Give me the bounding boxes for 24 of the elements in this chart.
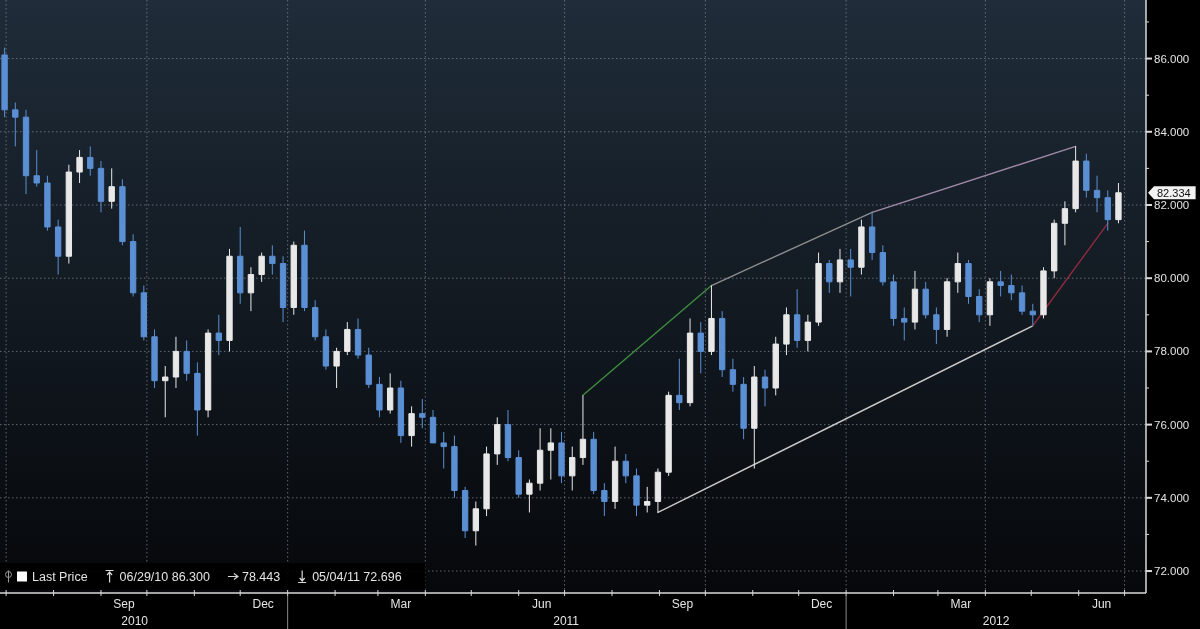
x-tick-label: Dec: [252, 597, 274, 611]
y-tick-label: 82.000: [1154, 198, 1190, 211]
y-tick-label: 76.000: [1154, 418, 1190, 431]
y-tick-label: 78.000: [1154, 345, 1190, 358]
annotation: 05/04/11 72.696: [312, 569, 402, 584]
text: Last Price: [32, 569, 88, 584]
x-tick-label: Jun: [531, 597, 552, 611]
y-tick-label: 84.000: [1154, 125, 1190, 138]
y-tick-label: 74.000: [1154, 491, 1190, 504]
x-tick-label: Mar: [390, 597, 412, 611]
x-tick-label: Sep: [113, 597, 135, 611]
x-tick-label: Mar: [950, 597, 972, 611]
x-tick-label: Jun: [1091, 597, 1112, 611]
y-tick-label: 86.000: [1154, 52, 1190, 65]
text: 82.334: [1157, 186, 1191, 199]
annotation: 06/29/10 86.300: [119, 569, 210, 584]
x-tick-label: Sep: [671, 597, 694, 611]
y-tick-label: 80.000: [1154, 272, 1190, 285]
y-tick-label: 72.000: [1154, 565, 1190, 578]
x2-tick-label: 2010: [121, 614, 149, 628]
x2-tick-label: 2012: [982, 614, 1010, 628]
x-tick-label: Dec: [810, 597, 833, 611]
x2-tick-label: 2011: [553, 614, 580, 628]
annotation: 78.443: [241, 569, 281, 584]
